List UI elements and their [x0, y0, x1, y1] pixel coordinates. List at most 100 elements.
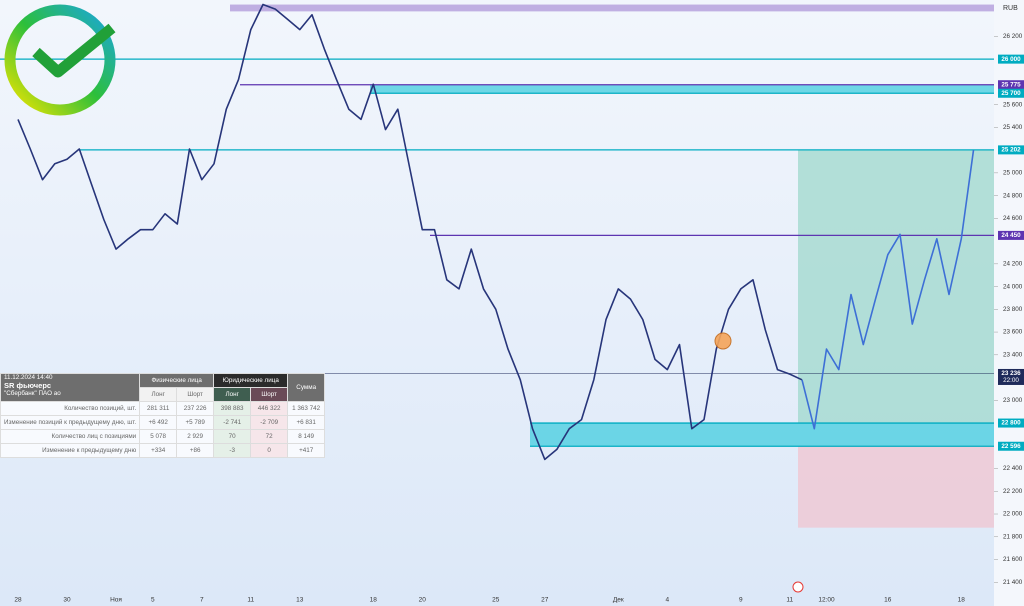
- positions-table: 11.12.2024 14:40 SR фьючерс "Сбербанк" П…: [0, 373, 326, 458]
- level-tag: [998, 145, 1024, 155]
- cell: 237 226: [176, 401, 215, 416]
- y-tick-label: 23 800: [1003, 306, 1023, 313]
- zone: [370, 84, 994, 94]
- x-tick-label: 11: [247, 597, 254, 604]
- cell: 398 883: [213, 401, 252, 416]
- cell: 0: [250, 443, 289, 458]
- level-label: 24 450: [1001, 232, 1021, 239]
- cell: +5 789: [176, 415, 215, 430]
- column-header: Лонг: [213, 387, 252, 402]
- cell: 446 322: [250, 401, 289, 416]
- y-tick-label: 22 200: [1003, 488, 1023, 495]
- level-tag: [998, 54, 1024, 64]
- cell: 8 149: [287, 429, 326, 444]
- table-row: Изменение позиций к предыдущему дню, шт.…: [0, 415, 326, 430]
- table-title: SR фьючерс: [4, 381, 52, 390]
- level-label: 25 700: [1001, 90, 1021, 97]
- x-tick-label: 13: [296, 597, 304, 604]
- x-tick-label: 4: [665, 597, 669, 604]
- x-tick-label: 30: [63, 597, 71, 604]
- cell: -2 741: [213, 415, 252, 430]
- level-label: 26 000: [1001, 56, 1021, 63]
- level-tag: [998, 88, 1024, 98]
- cell: +334: [139, 443, 178, 458]
- cell: +417: [287, 443, 326, 458]
- table-header: 11.12.2024 14:40 SR фьючерс "Сбербанк" П…: [0, 373, 141, 402]
- zone: [798, 446, 994, 528]
- cell: 70: [213, 429, 252, 444]
- currency: RUB: [1003, 5, 1018, 12]
- x-tick-label: 27: [541, 597, 549, 604]
- level-label: 25 775: [1001, 81, 1021, 88]
- y-tick-label: 25 400: [1003, 124, 1023, 131]
- x-tick-label: 5: [151, 597, 155, 604]
- level-tag: [998, 441, 1024, 451]
- y-tick-label: 26 200: [1003, 33, 1023, 40]
- logo-ring: [4, 4, 116, 116]
- level-tag: [998, 418, 1024, 428]
- cell: +86: [176, 443, 215, 458]
- row-label: Количество лиц с позициями: [0, 429, 141, 444]
- table-date: 11.12.2024 14:40: [4, 374, 53, 381]
- zone: [798, 149, 994, 424]
- cell: -2 709: [250, 415, 289, 430]
- y-tick-label: 25 600: [1003, 101, 1023, 108]
- event-icon: [792, 581, 804, 593]
- x-tick-label: 25: [492, 597, 500, 604]
- level-label: 22 596: [1001, 443, 1021, 450]
- row-label: Изменение позиций к предыдущему дню, шт.: [0, 415, 141, 430]
- y-tick-label: 24 200: [1003, 261, 1023, 268]
- y-tick-label: 23 000: [1003, 397, 1023, 404]
- x-tick-label: 18: [370, 597, 378, 604]
- zone: [530, 423, 994, 447]
- x-tick-label: 9: [739, 597, 743, 604]
- table-row: Количество лиц с позициями 5 078 2 929 70 72…: [0, 429, 326, 444]
- cell: -3: [213, 443, 252, 458]
- x-tick-label: 7: [200, 597, 204, 604]
- level-time: 22:00: [1003, 377, 1019, 384]
- cell: 1 363 742: [287, 401, 326, 416]
- x-tick-label: 11: [786, 597, 793, 604]
- y-tick-label: 24 800: [1003, 192, 1023, 199]
- x-tick-label: 20: [419, 597, 427, 604]
- y-tick-label: 22 400: [1003, 465, 1023, 472]
- cell: +6 831: [287, 415, 326, 430]
- table-row: Изменение к предыдущему дню +334 +86 -3 0 +41…: [0, 443, 326, 458]
- y-tick-label: 21 800: [1003, 533, 1023, 540]
- price-axis: [994, 0, 1024, 606]
- cell: 5 078: [139, 429, 178, 444]
- table-row: Количество позиций, шт. 281 311 237 226 398…: [0, 401, 326, 416]
- x-tick-label: Дек: [613, 597, 624, 604]
- level-tag: [998, 230, 1024, 240]
- x-tick-label: 28: [14, 597, 22, 604]
- table-subtitle: "Сбербанк" ПАО ао: [4, 390, 61, 397]
- y-tick-label: 21 600: [1003, 556, 1023, 563]
- level-label: 25 202: [1001, 147, 1021, 154]
- cell: +6 492: [139, 415, 178, 430]
- y-tick-label: 23 400: [1003, 351, 1023, 358]
- cell: 72: [250, 429, 289, 444]
- level-label: 22 800: [1001, 420, 1021, 427]
- zone: [230, 4, 998, 12]
- column-header: Шорт: [250, 387, 289, 402]
- logo-check: [32, 23, 116, 78]
- logo: [4, 4, 116, 116]
- level-tag: [998, 80, 1024, 90]
- y-tick-label: 25 000: [1003, 170, 1023, 177]
- x-tick-label: 16: [884, 597, 892, 604]
- total-header: Сумма: [287, 373, 326, 402]
- column-header: Шорт: [176, 387, 215, 402]
- y-tick-label: 24 000: [1003, 283, 1023, 290]
- level-tag: [998, 368, 1024, 385]
- x-tick-label: 12:00: [818, 597, 835, 604]
- price-line: [801, 149, 975, 430]
- x-tick-label: 18: [958, 597, 966, 604]
- column-header: Лонг: [139, 387, 178, 402]
- price-line: [17, 3, 803, 461]
- y-tick-label: 23 600: [1003, 329, 1023, 336]
- row-label: Количество позиций, шт.: [0, 401, 141, 416]
- event-marker: [714, 332, 732, 350]
- group-header: Физические лица: [139, 373, 215, 388]
